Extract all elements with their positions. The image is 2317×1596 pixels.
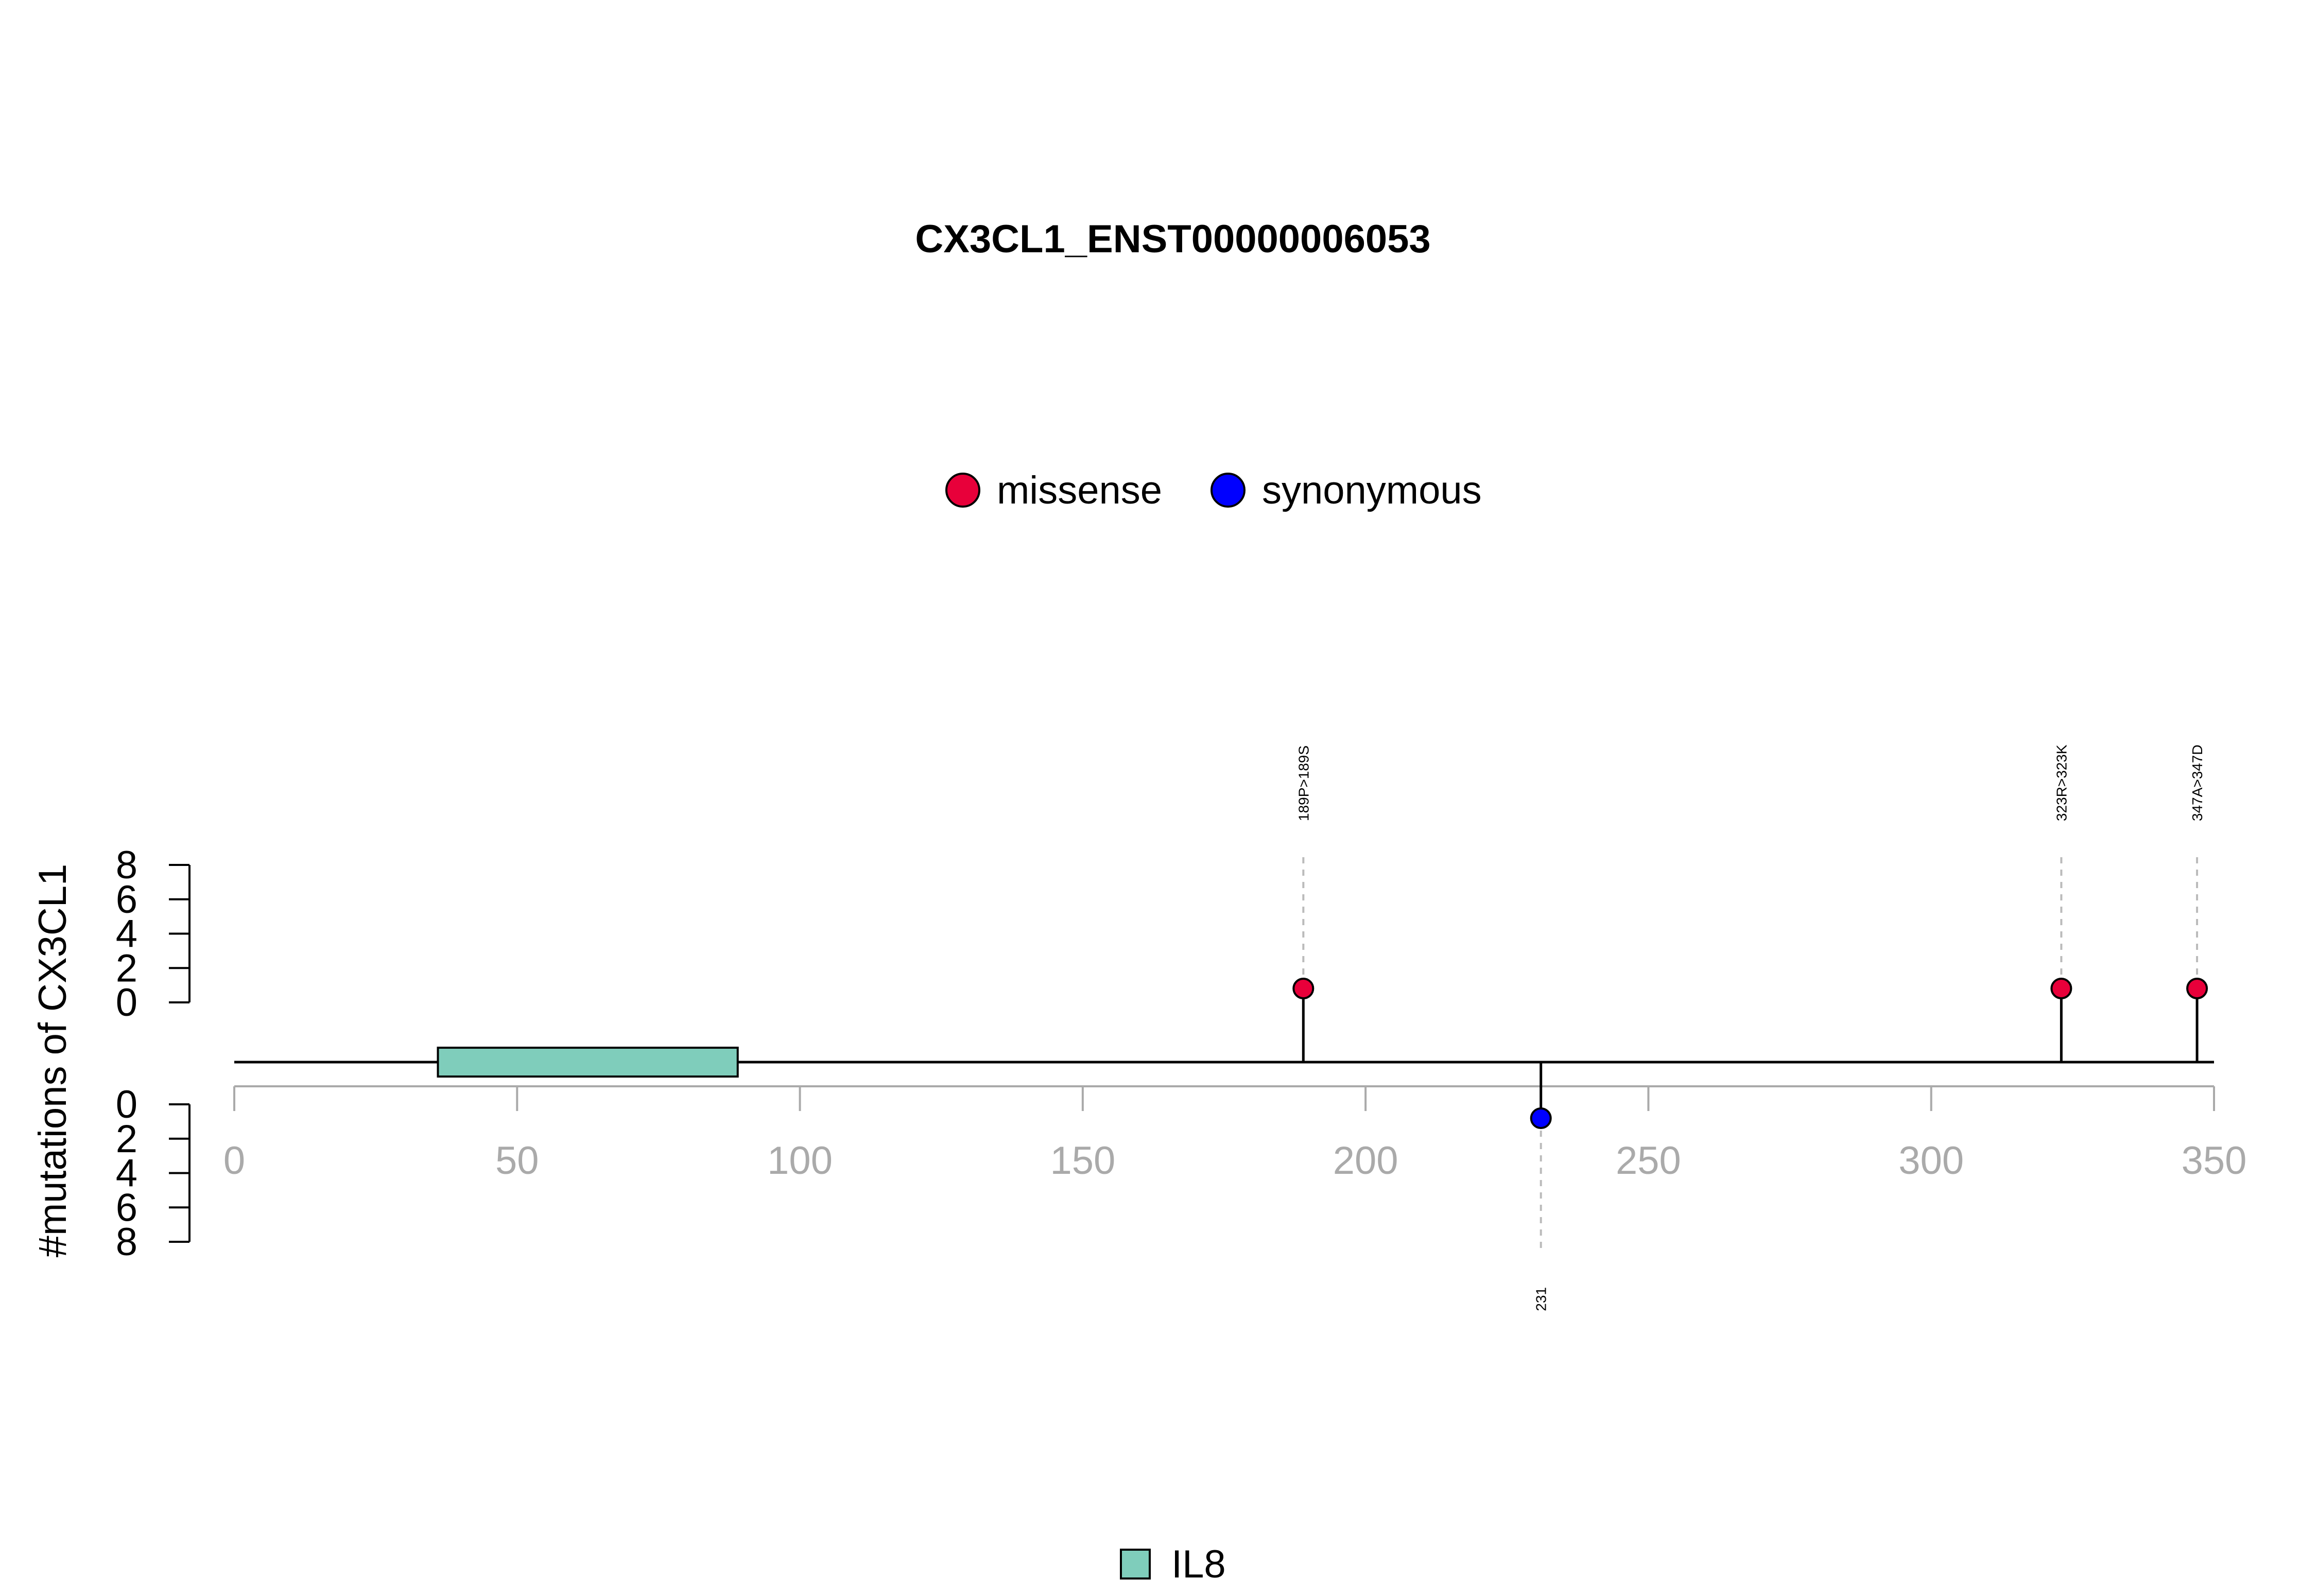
y-lower-tick-label: 0 — [116, 1083, 137, 1126]
x-tick-label: 100 — [767, 1139, 833, 1183]
x-axis: 0 50 100 150 200 250 300 350 — [223, 1085, 2247, 1183]
mutation-point-189 — [1292, 978, 1315, 999]
legend-swatch-missense — [945, 473, 980, 508]
mutation-label-347: 347A>347D — [2189, 744, 2205, 821]
y-lower-tick-label: 2 — [116, 1117, 137, 1161]
y-axis-label: #mutations of CX3CL1 — [31, 864, 75, 1258]
mutation-label-323: 323R>323K — [2053, 744, 2069, 821]
chart-title: CX3CL1_ENST00000006053 — [915, 217, 1430, 261]
protein-domains — [437, 1047, 739, 1078]
x-tick-label: 0 — [223, 1139, 245, 1183]
domain-legend-swatch-IL8 — [1120, 1549, 1151, 1580]
mutation-point-231 — [1530, 1107, 1552, 1129]
mutation-labels: 189P>189S 323R>323K 347A>347D 231 — [1295, 744, 2205, 1311]
domain-legend: IL8 — [1120, 1542, 1226, 1586]
y-lower-tick-label: 8 — [116, 1220, 137, 1264]
legend-label-synonymous: synonymous — [1262, 469, 1482, 512]
y-lower-tick-label: 6 — [116, 1186, 137, 1229]
mutation-point-347 — [2186, 978, 2208, 999]
x-tick-label: 50 — [495, 1139, 539, 1183]
legend-label-missense: missense — [997, 469, 1162, 512]
mutation-lollipops — [1292, 978, 2208, 1129]
y-upper-tick-label: 6 — [116, 878, 137, 922]
y-upper-tick-label: 0 — [116, 981, 137, 1025]
mutation-point-323 — [2050, 978, 2072, 999]
x-tick-label: 150 — [1050, 1139, 1115, 1183]
mutation-type-legend: missense synonymous — [945, 469, 1482, 512]
domain-IL8 — [437, 1047, 739, 1078]
x-tick-label: 200 — [1333, 1139, 1398, 1183]
y-upper-tick-label: 2 — [116, 946, 137, 990]
mutation-guides — [1302, 857, 2199, 1251]
y-upper-tick-label: 8 — [116, 843, 137, 887]
mutation-label-189: 189P>189S — [1295, 745, 1311, 821]
mutation-label-231: 231 — [1533, 1287, 1549, 1311]
y-upper-tick-label: 4 — [116, 912, 137, 956]
y-lower-tick-label: 4 — [116, 1152, 137, 1195]
legend-swatch-synonymous — [1211, 473, 1246, 508]
x-tick-label: 300 — [1898, 1139, 1964, 1183]
x-tick-label: 350 — [2182, 1139, 2247, 1183]
x-tick-label: 250 — [1616, 1139, 1681, 1183]
domain-legend-label-IL8: IL8 — [1171, 1542, 1226, 1586]
